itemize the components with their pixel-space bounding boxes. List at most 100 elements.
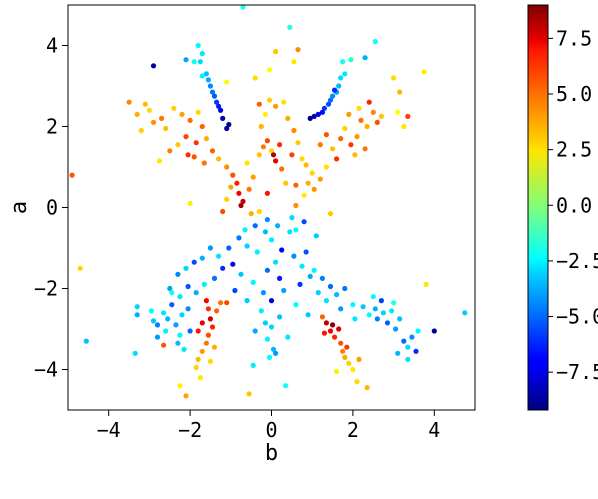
- data-point: [69, 172, 75, 178]
- data-point: [338, 306, 344, 312]
- data-point: [262, 229, 268, 235]
- data-point: [307, 273, 313, 279]
- data-point: [270, 346, 277, 352]
- data-point: [226, 245, 232, 251]
- x-tick-label: −4: [97, 418, 121, 442]
- x-tick-label: 2: [347, 418, 359, 442]
- data-point: [311, 267, 317, 273]
- data-point: [334, 156, 340, 162]
- data-point: [334, 292, 340, 298]
- data-point: [291, 127, 297, 134]
- data-point: [211, 344, 218, 350]
- data-point: [291, 253, 297, 259]
- data-point: [252, 328, 258, 334]
- data-point: [181, 346, 187, 352]
- data-point: [327, 97, 334, 103]
- data-point: [374, 119, 380, 125]
- data-point: [330, 146, 336, 152]
- data-point: [228, 184, 234, 190]
- data-point: [142, 101, 148, 107]
- data-point: [169, 290, 175, 296]
- data-point: [193, 290, 199, 296]
- data-point: [161, 342, 167, 348]
- data-point: [183, 393, 189, 399]
- data-point: [374, 316, 380, 322]
- data-point: [195, 109, 201, 115]
- data-point: [187, 328, 193, 334]
- data-point: [421, 69, 427, 75]
- data-point: [191, 59, 197, 65]
- data-point: [342, 354, 348, 360]
- data-point: [250, 362, 256, 368]
- x-axis-label: b: [265, 441, 278, 466]
- data-point: [157, 158, 163, 164]
- data-point: [307, 115, 313, 121]
- data-point: [268, 324, 275, 330]
- data-point: [203, 340, 209, 346]
- data-point: [165, 316, 171, 322]
- data-point: [311, 113, 317, 119]
- data-point: [185, 152, 191, 158]
- data-point: [319, 314, 325, 320]
- data-point: [252, 75, 258, 81]
- data-point: [258, 308, 264, 314]
- data-point: [264, 190, 270, 196]
- data-point: [362, 55, 368, 61]
- data-point: [415, 328, 421, 334]
- data-point: [332, 87, 338, 93]
- x-tick-label: 0: [265, 418, 277, 442]
- data-point: [264, 267, 270, 273]
- data-point: [323, 320, 329, 326]
- colorbar-tick-label: 2.5: [556, 138, 592, 162]
- y-axis: −4 −2 0 2 4: [34, 34, 68, 382]
- data-point: [336, 326, 342, 332]
- data-point: [183, 57, 189, 63]
- data-point: [230, 172, 236, 178]
- data-point: [224, 79, 230, 85]
- data-point: [293, 227, 299, 233]
- data-point: [299, 263, 305, 269]
- data-point: [134, 304, 140, 310]
- data-point: [281, 99, 287, 105]
- data-point: [321, 330, 327, 336]
- data-point: [313, 233, 319, 239]
- data-point: [342, 285, 348, 292]
- data-point: [240, 4, 246, 10]
- data-point: [323, 164, 329, 170]
- data-point: [179, 312, 185, 318]
- data-point: [397, 89, 403, 95]
- data-point: [389, 308, 395, 314]
- x-tick-label: −2: [178, 418, 202, 442]
- data-point: [348, 142, 354, 148]
- data-point: [246, 186, 252, 192]
- data-point: [163, 328, 169, 334]
- data-point: [226, 121, 232, 128]
- data-point: [315, 290, 321, 296]
- data-point: [207, 358, 213, 364]
- data-point: [199, 348, 205, 354]
- data-point: [350, 302, 356, 308]
- data-point: [199, 255, 205, 261]
- data-point: [395, 350, 401, 356]
- colorbar: [527, 4, 549, 411]
- y-tick-label: 2: [46, 115, 58, 139]
- data-point: [281, 287, 287, 294]
- colorbar-tick-label: −7.5: [556, 360, 598, 384]
- data-point: [232, 287, 238, 294]
- data-point: [244, 160, 250, 166]
- data-point: [395, 109, 401, 115]
- data-point: [199, 51, 205, 57]
- data-point: [268, 237, 275, 243]
- data-point: [218, 300, 224, 306]
- data-point: [199, 73, 205, 79]
- data-point: [358, 117, 364, 123]
- data-point: [216, 103, 222, 109]
- data-point: [378, 113, 384, 119]
- data-point: [179, 111, 185, 117]
- data-point: [311, 186, 317, 192]
- data-point: [409, 334, 415, 340]
- data-point: [150, 119, 157, 125]
- data-point: [405, 113, 411, 119]
- data-point: [364, 385, 370, 391]
- data-point: [246, 391, 252, 397]
